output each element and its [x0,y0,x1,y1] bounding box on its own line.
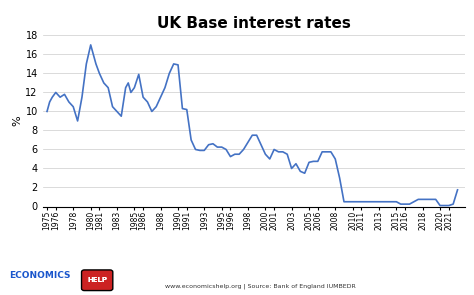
Y-axis label: %: % [13,116,23,126]
Text: HELP: HELP [87,277,107,283]
Title: UK Base interest rates: UK Base interest rates [156,17,351,32]
Text: www.economicshelp.org | Source: Bank of England IUMBEDR: www.economicshelp.org | Source: Bank of … [165,283,356,289]
FancyBboxPatch shape [82,270,113,291]
Text: ECONOMICS: ECONOMICS [9,271,71,280]
Text: HELP: HELP [87,277,107,283]
